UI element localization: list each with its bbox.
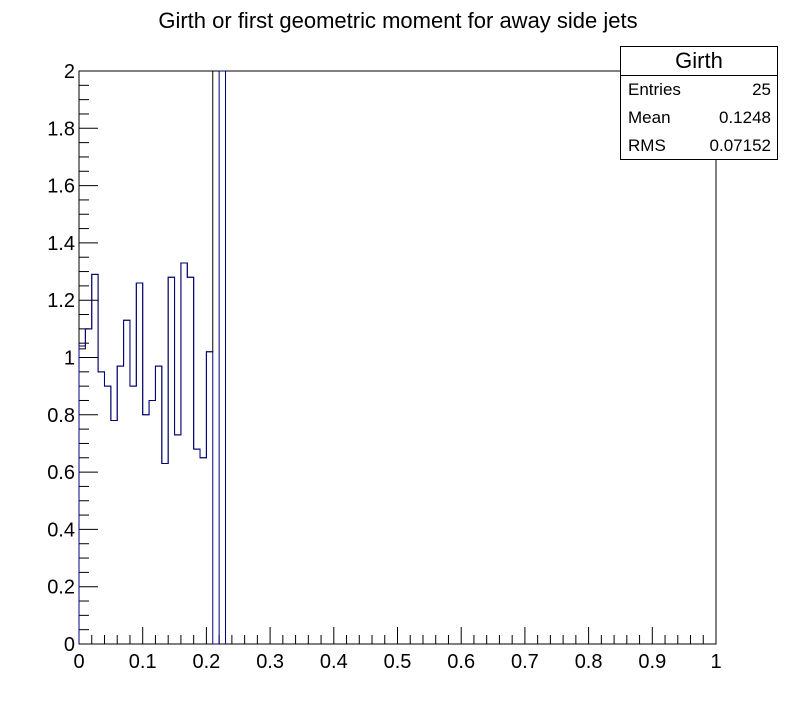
y-tick-label: 0.4	[47, 519, 75, 541]
stats-rms-label: RMS	[628, 136, 666, 155]
stats-rms-value: 0.07152	[709, 136, 771, 155]
x-tick-label: 0.9	[638, 651, 666, 673]
y-tick-label: 1.2	[47, 290, 75, 312]
stats-entries-label: Entries	[628, 80, 681, 99]
stats-rms-row: RMS 0.07152	[621, 132, 777, 160]
y-axis-tick-labels: 0 0.2 0.4 0.6 0.8 1 1.2 1.4 1.6 1.8 2	[47, 61, 75, 656]
x-tick-label: 0.4	[320, 651, 348, 673]
y-tick-label: 1.8	[47, 118, 75, 140]
histogram-step-line	[78, 70, 227, 644]
series-black	[78, 70, 227, 644]
y-tick-label: 1	[64, 348, 75, 370]
y-tick-label: 0.2	[47, 577, 75, 599]
y-axis-ticks	[79, 70, 98, 645]
stats-mean-value: 0.1248	[719, 108, 771, 127]
histogram-series	[78, 70, 227, 645]
x-tick-label: 0.1	[129, 651, 157, 673]
x-axis-tick-labels: 0 0.1 0.2 0.3 0.4 0.5 0.6 0.7 0.8 0.9 1	[73, 651, 721, 673]
stats-entries-value: 25	[752, 80, 771, 99]
x-tick-label: 0	[73, 651, 84, 673]
x-tick-label: 1	[710, 651, 721, 673]
stats-entries-row: Entries 25	[621, 76, 777, 104]
x-tick-label: 0.6	[447, 651, 475, 673]
x-tick-label: 0.7	[511, 651, 539, 673]
stats-title: Girth	[621, 47, 777, 76]
y-tick-label: 1.4	[47, 233, 75, 255]
histogram-step-line	[78, 70, 227, 645]
y-tick-label: 0	[64, 634, 75, 656]
y-tick-label: 1.6	[47, 176, 75, 198]
stats-box: Girth Entries 25 Mean 0.1248 RMS 0.07152	[620, 46, 778, 160]
y-tick-label: 0.8	[47, 405, 75, 427]
y-tick-label: 0.6	[47, 462, 75, 484]
stats-mean-label: Mean	[628, 108, 671, 127]
x-tick-label: 0.5	[384, 651, 412, 673]
x-axis-ticks	[78, 627, 717, 644]
x-tick-label: 0.3	[256, 651, 284, 673]
y-tick-label: 2	[64, 61, 75, 83]
stats-mean-row: Mean 0.1248	[621, 104, 777, 132]
chart-title: Girth or first geometric moment for away…	[158, 8, 638, 33]
x-tick-label: 0.2	[192, 651, 220, 673]
x-tick-label: 0.8	[575, 651, 603, 673]
series-blue	[78, 70, 227, 645]
